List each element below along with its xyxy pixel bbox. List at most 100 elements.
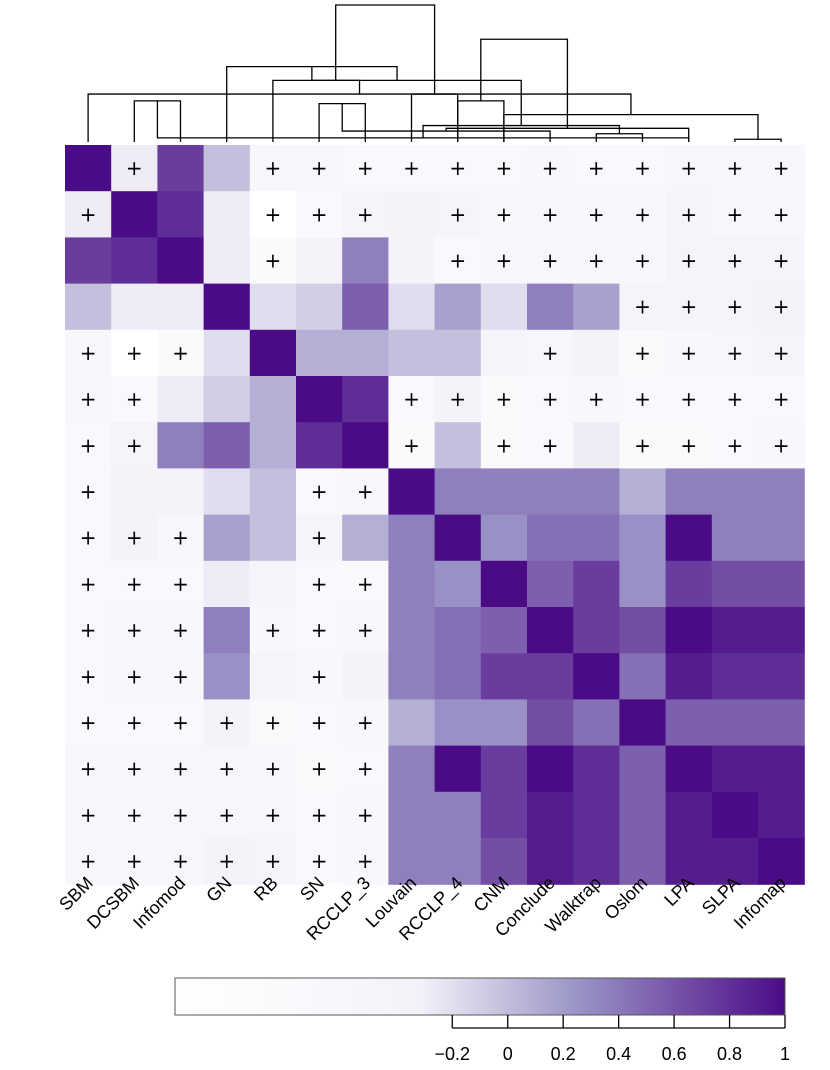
heatmap-cell-7-2: [157, 468, 205, 516]
heatmap-cell-3-9: [480, 283, 528, 331]
heatmap-cell-14-1: [111, 791, 158, 839]
heatmap-cell-15-10: [527, 838, 574, 885]
heatmap-cell-2-14: [711, 237, 759, 285]
heatmap-cells: [65, 145, 805, 885]
plus-marker-5-1: +: [126, 387, 143, 411]
plus-marker-15-5: +: [311, 849, 328, 873]
plus-marker-11-2: +: [172, 664, 189, 688]
heatmap-cell-6-8: [434, 422, 482, 469]
heatmap-cell-14-3: [203, 791, 251, 839]
plus-marker-14-0: +: [80, 803, 97, 827]
plus-marker-1-9: +: [496, 202, 513, 226]
heatmap-cell-3-12: [619, 283, 667, 331]
heatmap-cell-0-4: [249, 145, 297, 192]
color-scale-tick-label-3: 0.4: [606, 1044, 631, 1064]
heatmap-cell-9-1: [111, 560, 158, 608]
dendrogram-link-11: [445, 127, 690, 142]
plus-marker-4-1: +: [126, 341, 143, 365]
dendrogram-link-5: [341, 103, 551, 142]
heatmap-cell-2-0: [65, 237, 112, 285]
heatmap-cell-12-11: [573, 699, 620, 747]
heatmap-cell-2-9: [480, 237, 528, 285]
heatmap-cell-1-12: [619, 191, 667, 238]
plus-marker-2-11: +: [588, 249, 605, 273]
heatmap-cell-15-4: [249, 838, 297, 885]
plus-marker-5-0: +: [80, 387, 97, 411]
heatmap-cell-13-4: [249, 745, 297, 793]
plus-marker-14-6: +: [357, 803, 374, 827]
plus-marker-13-6: +: [357, 757, 374, 781]
heatmap-cell-5-2: [157, 376, 205, 423]
heatmap-cell-1-13: [665, 191, 713, 238]
heatmap-cell-12-13: [665, 699, 713, 747]
heatmap-cell-1-1: [111, 191, 158, 238]
plus-marker-13-4: +: [265, 757, 282, 781]
heatmap-cell-4-2: [157, 329, 205, 377]
plus-marker-14-5: +: [311, 803, 328, 827]
heatmap-cell-1-2: [157, 191, 205, 238]
plus-marker-12-6: +: [357, 711, 374, 735]
heatmap-cell-12-10: [527, 699, 574, 747]
heatmap-cell-1-5: [296, 191, 343, 238]
plus-marker-14-4: +: [265, 803, 282, 827]
heatmap-cell-0-8: [434, 145, 482, 192]
plus-marker-9-5: +: [311, 572, 328, 596]
heatmap-cell-0-13: [665, 145, 713, 192]
plus-marker-7-6: +: [357, 480, 374, 504]
plus-marker-1-10: +: [542, 202, 559, 226]
heatmap-cell-4-6: [342, 329, 389, 377]
plus-marker-15-4: +: [265, 849, 282, 873]
plus-marker-3-14: +: [727, 295, 744, 319]
plus-marker-0-6: +: [357, 156, 374, 180]
heatmap-cell-8-13: [665, 514, 713, 562]
heatmap-cell-0-7: [388, 145, 436, 192]
heatmap-cell-1-14: [711, 191, 759, 238]
heatmap-cell-2-2: [157, 237, 205, 285]
plus-marker-1-12: +: [634, 202, 651, 226]
heatmap-cell-9-2: [157, 560, 205, 608]
plus-marker-14-1: +: [126, 803, 143, 827]
plus-marker-1-14: +: [727, 202, 744, 226]
heatmap-cell-12-5: [296, 699, 343, 747]
heatmap-cell-15-2: [157, 838, 205, 885]
heatmap-cell-13-11: [573, 745, 620, 793]
plus-marker-9-6: +: [357, 572, 374, 596]
heatmap-cell-4-14: [711, 329, 759, 377]
heatmap-cell-6-14: [711, 422, 759, 469]
plus-marker-4-13: +: [680, 341, 697, 365]
heatmap-cell-13-2: [157, 745, 205, 793]
significance-markers: + + + + + + + + + + + + + + + + + + + + + + + + + + + + + + + + + + + + + + + +…: [80, 156, 790, 873]
plus-marker-15-6: +: [357, 849, 374, 873]
plus-marker-6-1: +: [126, 433, 143, 457]
plus-marker-0-12: +: [634, 156, 651, 180]
heatmap-cell-6-2: [157, 422, 205, 469]
heatmap-cell-9-3: [203, 560, 251, 608]
plus-marker-8-0: +: [80, 526, 97, 550]
heatmap-cell-10-14: [711, 607, 759, 654]
heatmap-cell-7-1: [111, 468, 158, 516]
heatmap-cell-5-14: [711, 376, 759, 423]
plus-marker-1-15: +: [773, 202, 790, 226]
plus-marker-4-12: +: [634, 341, 651, 365]
heatmap-cell-15-11: [573, 838, 620, 885]
heatmap-cell-8-4: [249, 514, 297, 562]
heatmap-cell-15-6: [342, 838, 389, 885]
dendrogram-link-13: [410, 93, 459, 142]
plus-marker-4-0: +: [80, 341, 97, 365]
heatmap-cell-7-13: [665, 468, 713, 516]
heatmap-cell-3-3: [203, 283, 251, 331]
heatmap-cell-14-14: [711, 791, 759, 839]
heatmap-cell-5-6: [342, 376, 389, 423]
plus-marker-15-0: +: [80, 849, 97, 873]
heatmap-cell-10-8: [434, 607, 482, 654]
plus-marker-1-11: +: [588, 202, 605, 226]
heatmap-cell-8-2: [157, 514, 205, 562]
plus-marker-12-0: +: [80, 711, 97, 735]
heatmap-cell-0-15: [758, 145, 805, 192]
heatmap-cell-9-13: [665, 560, 713, 608]
color-scale-bar: [174, 977, 786, 1016]
heatmap-cell-1-10: [527, 191, 574, 238]
plus-marker-10-6: +: [357, 618, 374, 642]
heatmap-cell-6-9: [480, 422, 528, 469]
plus-marker-10-4: +: [265, 618, 282, 642]
